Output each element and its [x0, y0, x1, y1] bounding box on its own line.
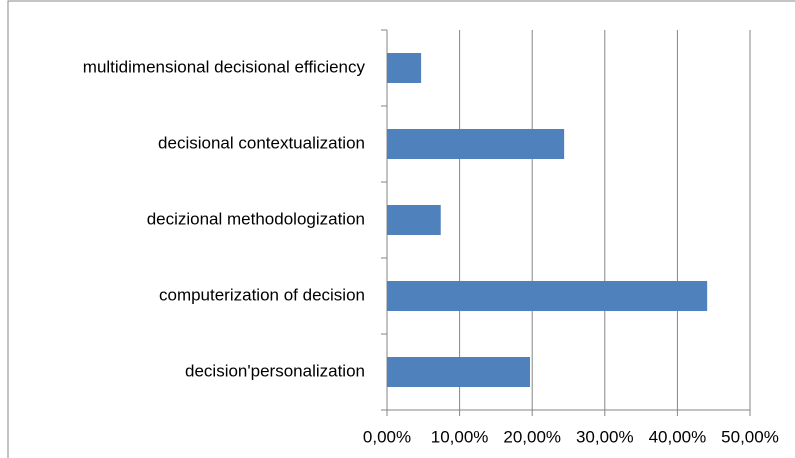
x-tick-label: 0,00%	[363, 427, 411, 446]
y-tick-label: computerization of decision	[159, 285, 365, 304]
bar	[387, 205, 441, 235]
y-tick-label: multidimensional decisional efficiency	[83, 57, 366, 76]
bar	[387, 281, 708, 311]
y-tick-label: decision'personalization	[185, 361, 365, 380]
bar	[387, 53, 422, 83]
chart-frame	[7, 0, 795, 458]
bar	[387, 357, 531, 387]
y-tick-label: decizional methodologization	[147, 209, 365, 228]
x-tick-label: 30,00%	[576, 427, 634, 446]
bar	[387, 129, 565, 159]
x-tick-label: 50,00%	[721, 427, 779, 446]
x-tick-label: 10,00%	[431, 427, 489, 446]
x-tick-label: 40,00%	[649, 427, 707, 446]
x-tick-label: 20,00%	[503, 427, 561, 446]
y-tick-label: decisional contextualization	[158, 133, 365, 152]
